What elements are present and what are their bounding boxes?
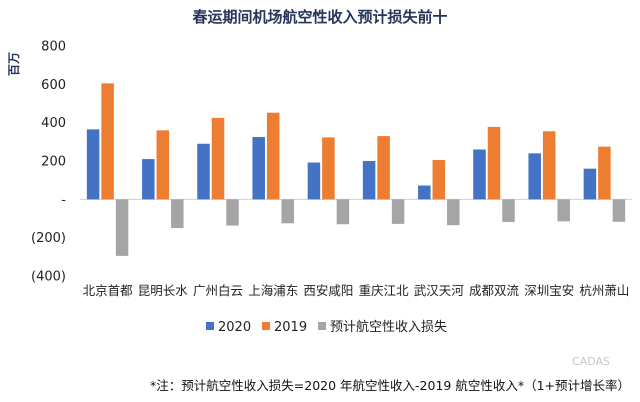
bar-预计航空性收入损失-上海浦东: [281, 199, 294, 224]
y-tick-label: (400): [31, 270, 66, 285]
bar-预计航空性收入损失-深圳宝安: [557, 199, 570, 222]
bar-2019-北京首都: [101, 83, 114, 200]
bar-2019-重庆江北: [377, 136, 390, 200]
bar-2019-杭州萧山: [598, 146, 611, 200]
x-tick-label: 武汉天河: [414, 283, 465, 298]
bar-2019-武汉天河: [432, 160, 446, 200]
bar-2020-北京首都: [86, 129, 100, 200]
bar-2019-昆明长水: [156, 130, 170, 200]
y-tick-label: -: [61, 193, 66, 208]
legend-swatch: [262, 322, 270, 330]
bar-2020-武汉天河: [418, 185, 431, 200]
bar-2020-昆明长水: [142, 159, 155, 200]
y-ticks: 800 600 400 200 - (200) (400): [31, 40, 66, 285]
bar-预计航空性收入损失-杭州萧山: [612, 199, 626, 222]
chart-title: 春运期间机场航空性收入预计损失前十: [192, 8, 447, 26]
bar-预计航空性收入损失-重庆江北: [391, 199, 405, 224]
x-tick-label: 上海浦东: [248, 283, 298, 298]
bar-2019-深圳宝安: [542, 131, 556, 200]
watermark: CADAS: [572, 355, 610, 368]
bar-预计航空性收入损失-武汉天河: [447, 199, 460, 226]
y-axis-label: 百万: [7, 52, 21, 76]
bar-预计航空性收入损失-北京首都: [115, 199, 129, 256]
bar-2020-西安咸阳: [307, 162, 321, 200]
y-tick-label: 800: [41, 40, 66, 55]
y-tick-label: (200): [31, 231, 66, 246]
bar-预计航空性收入损失-西安咸阳: [336, 199, 350, 225]
legend-label: 2019: [274, 320, 307, 335]
x-tick-label: 北京首都: [83, 283, 134, 298]
x-tick-label: 重庆江北: [359, 283, 410, 298]
bar-2020-广州白云: [197, 143, 210, 200]
legend-swatch: [318, 322, 326, 330]
y-tick-label: 400: [41, 116, 66, 131]
footnote: *注：预计航空性收入损失=2020 年航空性收入-2019 航空性收入*（1+预…: [150, 378, 630, 393]
bar-2020-成都双流: [473, 149, 486, 200]
legend: 2020 2019 预计航空性收入损失: [206, 319, 447, 335]
bar-2019-广州白云: [211, 117, 225, 200]
bar-预计航空性收入损失-成都双流: [502, 199, 515, 222]
bar-2020-重庆江北: [362, 161, 376, 200]
x-tick-label: 西安咸阳: [303, 283, 353, 298]
legend-swatch: [206, 322, 214, 330]
y-tick-label: 600: [41, 78, 66, 93]
bar-2020-上海浦东: [252, 137, 265, 200]
legend-label: 预计航空性收入损失: [330, 319, 447, 335]
bar-2019-西安咸阳: [322, 137, 335, 200]
bar-预计航空性收入损失-广州白云: [226, 199, 239, 226]
y-tick-label: 200: [41, 155, 66, 170]
x-tick-label: 广州白云: [193, 283, 243, 298]
x-tick-label: 深圳宝安: [524, 283, 574, 298]
x-ticks: 北京首都 昆明长水 广州白云 上海浦东 西安咸阳 重庆江北 武汉天河 成都双流 深圳宝安 杭州萧山: [83, 283, 630, 298]
legend-label: 2020: [218, 320, 251, 335]
bar-2019-上海浦东: [266, 112, 280, 200]
bar-2020-深圳宝安: [528, 153, 541, 200]
x-tick-label: 杭州萧山: [579, 283, 629, 298]
bar-2019-成都双流: [487, 126, 501, 200]
x-tick-label: 成都双流: [469, 283, 520, 298]
x-tick-label: 昆明长水: [138, 283, 189, 298]
bar-2020-杭州萧山: [583, 168, 597, 200]
bar-预计航空性收入损失-昆明长水: [171, 199, 184, 229]
bars: [86, 83, 626, 256]
